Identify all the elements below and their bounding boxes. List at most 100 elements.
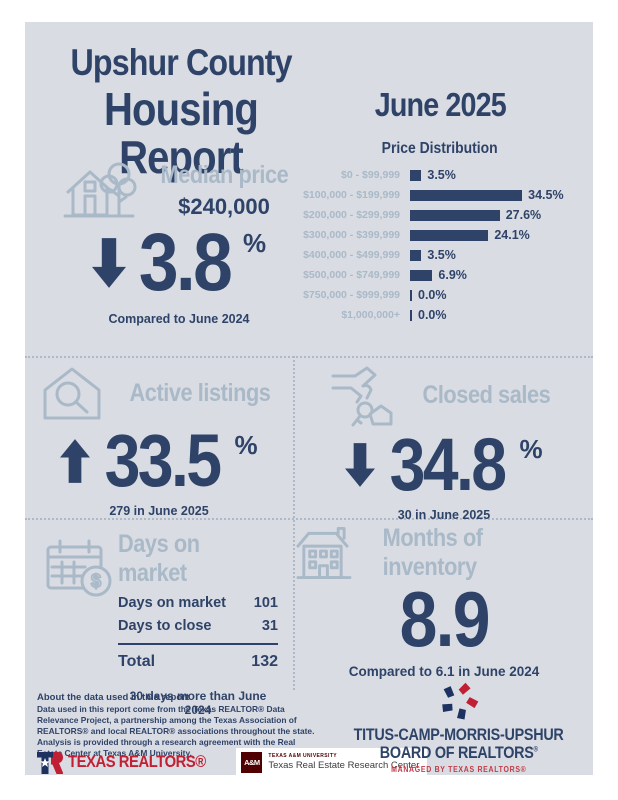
chart-row: $100,000 - $199,999 34.5% xyxy=(170,185,580,205)
price-distribution-chart: $0 - $99,999 3.5% $100,000 - $199,999 34.5%… xyxy=(170,165,580,325)
board-name-line2: BOARD OF REALTORS® xyxy=(380,744,538,763)
page-title: Upshur County Housing Report xyxy=(25,42,337,184)
pinwheel-star-icon xyxy=(442,682,479,720)
days-row-value: 31 xyxy=(261,618,278,634)
footer-logos: TEXAS REALTORS® A&M TEXAS A&M UNIVERSITY… xyxy=(37,748,428,776)
about-text: Data used in this report come from the T… xyxy=(37,704,315,758)
house-tree-icon xyxy=(63,162,137,218)
up-arrow-icon xyxy=(60,439,91,484)
months-of-inventory-section: Months of inventory 8.9 Compared to 6.1 … xyxy=(295,524,593,690)
texas-realtors-label: TEXAS REALTORS® xyxy=(68,752,206,771)
days-on-market-section: $ Days on market Days on market 101 Days t… xyxy=(25,524,293,717)
chart-row: $750,000 - $999,999 0.0% xyxy=(170,285,580,305)
days-total-row: Total 132 xyxy=(118,653,278,671)
chart-category-label: $500,000 - $749,999 xyxy=(303,269,400,281)
chart-row: $400,000 - $499,999 3.5% xyxy=(170,245,580,265)
chart-category-label: $300,000 - $399,999 xyxy=(303,229,400,241)
title-line1: Upshur County xyxy=(70,42,292,83)
active-listings-section: Active listings 33.5 % 279 in June 2025 xyxy=(25,362,293,518)
days-table-separator xyxy=(118,643,278,645)
days-total-label: Total xyxy=(118,653,156,670)
horizontal-divider xyxy=(25,518,593,520)
vertical-divider xyxy=(293,356,295,690)
chart-value-label: 0.0% xyxy=(418,308,447,322)
median-price-change: 3.8 xyxy=(138,217,233,308)
days-on-market-title: Days on market xyxy=(118,530,200,587)
building-icon xyxy=(296,526,352,580)
tamu-logo-icon: A&M xyxy=(241,751,263,773)
chart-bar xyxy=(410,189,523,201)
chart-category-label: $1,000,000+ xyxy=(341,309,400,321)
research-center-university: TEXAS A&M UNIVERSITY xyxy=(268,753,338,759)
chart-value-label: 24.1% xyxy=(494,228,530,242)
chart-bar xyxy=(410,169,422,181)
chart-category-label: $0 - $99,999 xyxy=(341,169,400,181)
calendar-dollar-icon: $ xyxy=(46,539,112,597)
chart-row: $200,000 - $299,999 27.6% xyxy=(170,205,580,225)
research-center-name: Texas Real Estate Research Center xyxy=(268,760,420,771)
about-heading: About the data used in this report xyxy=(37,692,190,703)
chart-bar xyxy=(410,249,422,261)
months-of-inventory-note: Compared to 6.1 in June 2024 xyxy=(348,664,540,680)
registered-mark: ® xyxy=(533,746,538,754)
days-table-row: Days on market 101 xyxy=(118,595,278,611)
days-table-rows: Days on market 101 Days to close 31 xyxy=(118,595,278,634)
chart-bar xyxy=(410,309,412,321)
chart-row: $1,000,000+ 0.0% xyxy=(170,305,580,325)
board-of-realtors-block: TITUS-CAMP-MORRIS-UPSHUR BOARD OF REALTO… xyxy=(325,680,593,774)
days-row-label: Days on market xyxy=(118,595,226,611)
median-price-title: Median price xyxy=(160,160,288,189)
house-magnifier-icon xyxy=(43,367,101,420)
closed-sales-title: Closed sales xyxy=(422,380,550,409)
chart-category-label: $100,000 - $199,999 xyxy=(303,189,400,201)
chart-value-label: 3.5% xyxy=(427,168,456,182)
chart-bar xyxy=(410,229,489,241)
title-line2: Housing Report xyxy=(104,82,259,184)
chart-value-label: 34.5% xyxy=(528,188,564,202)
chart-row: $500,000 - $749,999 6.9% xyxy=(170,265,580,285)
median-price-value: $240,000 xyxy=(178,193,270,219)
board-name-line1: TITUS-CAMP-MORRIS-UPSHUR xyxy=(354,726,564,744)
active-listings-change: 33.5 xyxy=(105,419,222,502)
horizontal-divider xyxy=(25,356,593,358)
chart-category-label: $400,000 - $499,999 xyxy=(303,249,400,261)
months-of-inventory-title: Months of inventory xyxy=(382,524,483,581)
chart-bar xyxy=(410,209,500,221)
chart-category-label: $200,000 - $299,999 xyxy=(303,209,400,221)
closed-sales-section: Closed sales 34.8 % 30 in June 2025 xyxy=(295,362,593,522)
hand-keys-icon xyxy=(331,366,393,427)
median-price-note: Compared to June 2024 xyxy=(108,311,250,326)
chart-value-label: 27.6% xyxy=(505,208,542,222)
chart-bar xyxy=(410,289,412,301)
texas-realtors-logo: TEXAS REALTORS® xyxy=(37,751,226,774)
chart-bar xyxy=(410,269,433,281)
chart-title: Price Distribution xyxy=(381,140,499,157)
down-arrow-icon xyxy=(91,238,126,288)
closed-sales-change: 34.8 xyxy=(390,423,507,506)
days-on-market-note: 30 days more than June 2024 xyxy=(129,689,267,717)
svg-text:$: $ xyxy=(91,571,101,591)
board-tagline: MANAGED BY TEXAS REALTORS® xyxy=(391,764,527,774)
active-listings-note: 279 in June 2025 xyxy=(109,504,209,519)
chart-row: $300,000 - $399,999 24.1% xyxy=(170,225,580,245)
period-block: June 2025 Price Distribution xyxy=(330,86,550,158)
median-price-change-unit: % xyxy=(242,228,267,258)
active-listings-title: Active listings xyxy=(129,378,271,407)
chart-value-label: 0.0% xyxy=(418,288,447,302)
texas-realtors-mark-icon xyxy=(37,751,63,774)
report-card: Upshur County Housing Report June 2025 P… xyxy=(25,22,593,776)
active-listings-change-unit: % xyxy=(234,430,258,460)
days-table-row: Days to close 31 xyxy=(118,618,278,634)
closed-sales-note: 30 in June 2025 xyxy=(397,508,491,523)
days-row-value: 101 xyxy=(253,595,278,611)
chart-category-label: $750,000 - $999,999 xyxy=(303,289,400,301)
median-price-section: Median price $240,000 3.8 % Compared to … xyxy=(29,158,329,326)
down-arrow-icon xyxy=(345,443,376,488)
report-period: June 2025 xyxy=(374,86,506,123)
about-data-block: About the data used in this report Data … xyxy=(37,692,319,759)
months-of-inventory-value: 8.9 xyxy=(399,575,490,663)
days-total-value: 132 xyxy=(251,653,278,670)
research-center-logo: A&M TEXAS A&M UNIVERSITY Texas Real Esta… xyxy=(236,748,428,776)
closed-sales-change-unit: % xyxy=(519,434,543,464)
days-row-label: Days to close xyxy=(118,618,212,634)
